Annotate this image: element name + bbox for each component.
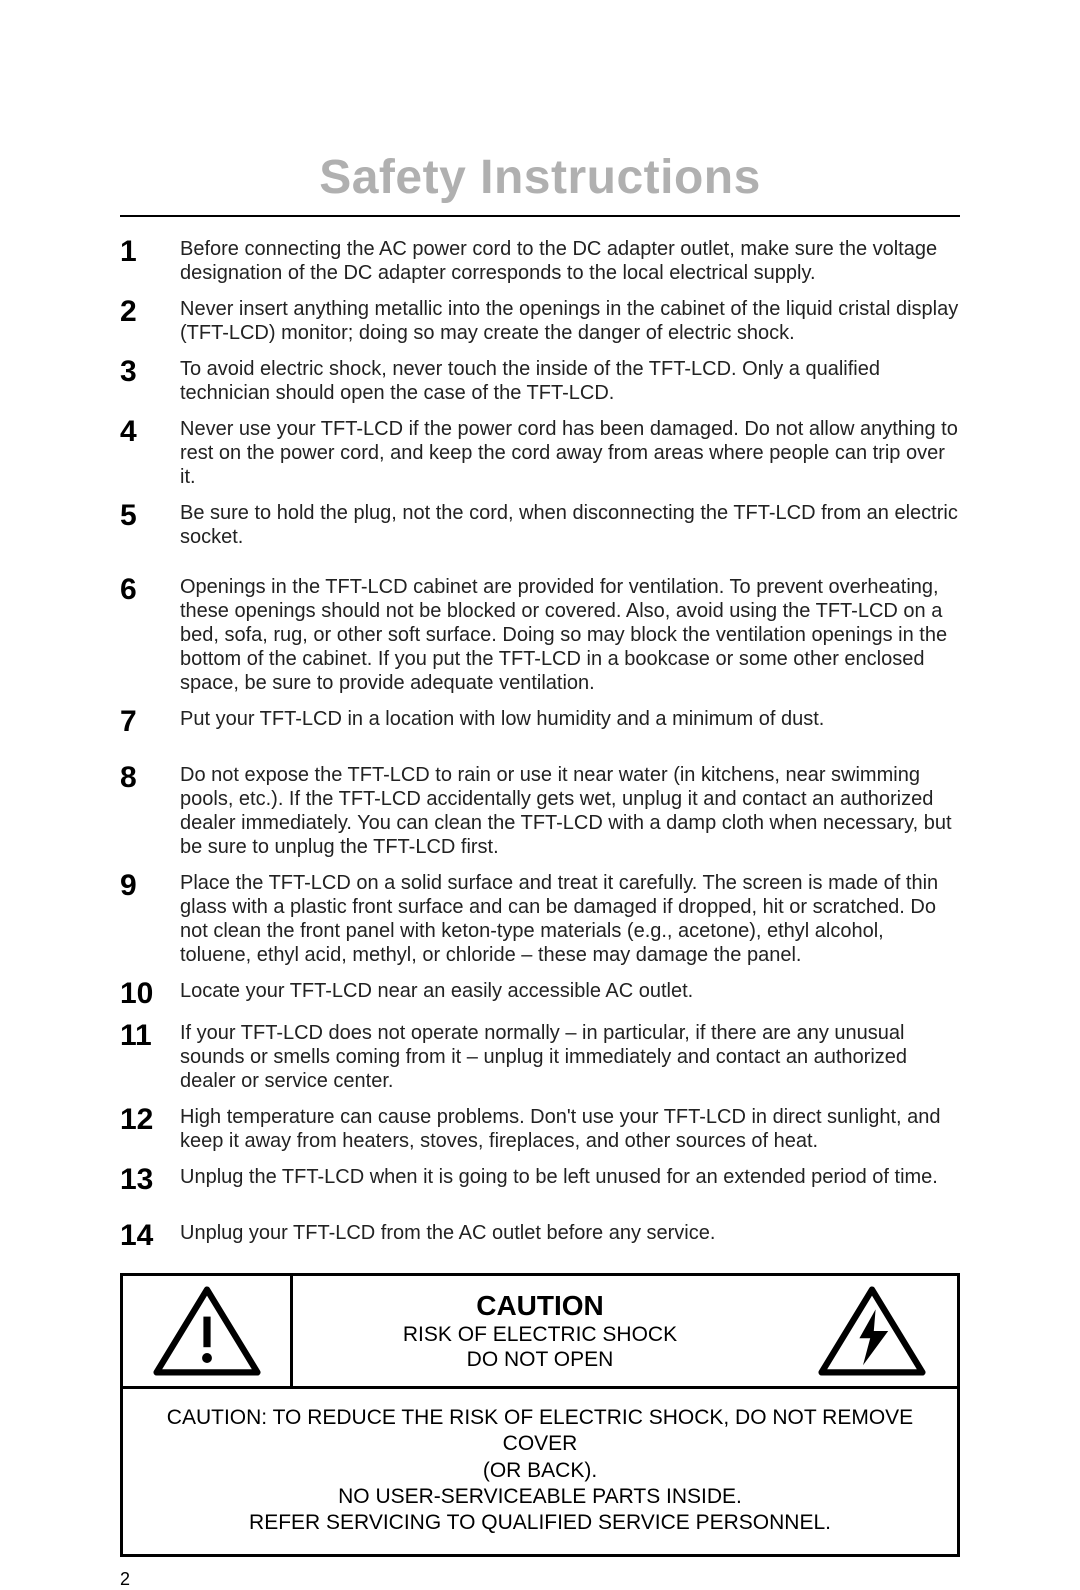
instruction-item: 1Before connecting the AC power cord to … xyxy=(120,237,960,285)
instruction-item: 10Locate your TFT-LCD near an easily acc… xyxy=(120,979,960,1009)
instruction-item: 12High temperature can cause problems. D… xyxy=(120,1105,960,1153)
instruction-item: 9Place the TFT-LCD on a solid surface an… xyxy=(120,871,960,967)
instruction-item: 11If your TFT-LCD does not operate norma… xyxy=(120,1021,960,1093)
instruction-number: 2 xyxy=(120,297,180,327)
instruction-item: 3To avoid electric shock, never touch th… xyxy=(120,357,960,405)
instruction-text: Locate your TFT-LCD near an easily acces… xyxy=(180,979,960,1003)
instruction-text: Before connecting the AC power cord to t… xyxy=(180,237,960,285)
spacer xyxy=(120,561,960,575)
caution-bottom-text: CAUTION: TO REDUCE THE RISK OF ELECTRIC … xyxy=(123,1389,957,1554)
instruction-text: Put your TFT-LCD in a location with low … xyxy=(180,707,960,731)
instruction-number: 14 xyxy=(120,1221,180,1251)
spacer xyxy=(120,749,960,763)
instruction-text: Place the TFT-LCD on a solid surface and… xyxy=(180,871,960,967)
page-number: 2 xyxy=(120,1569,960,1590)
instruction-number: 1 xyxy=(120,237,180,267)
instruction-item: 6Openings in the TFT-LCD cabinet are pro… xyxy=(120,575,960,695)
page-title: Safety Instructions xyxy=(120,150,960,217)
instruction-item: 7Put your TFT-LCD in a location with low… xyxy=(120,707,960,737)
instruction-number: 10 xyxy=(120,979,180,1009)
warning-exclamation-icon xyxy=(123,1276,293,1386)
instruction-text: Never use your TFT-LCD if the power cord… xyxy=(180,417,960,489)
instruction-number: 8 xyxy=(120,763,180,793)
instruction-text: Openings in the TFT-LCD cabinet are prov… xyxy=(180,575,960,695)
instruction-number: 6 xyxy=(120,575,180,605)
instruction-text: Never insert anything metallic into the … xyxy=(180,297,960,345)
instruction-item: 2Never insert anything metallic into the… xyxy=(120,297,960,345)
instruction-text: If your TFT-LCD does not operate normall… xyxy=(180,1021,960,1093)
caution-top-row: CAUTION RISK OF ELECTRIC SHOCK DO NOT OP… xyxy=(123,1276,957,1389)
instruction-text: Be sure to hold the plug, not the cord, … xyxy=(180,501,960,549)
caution-subline-1: RISK OF ELECTRIC SHOCK xyxy=(403,1322,677,1347)
instruction-number: 12 xyxy=(120,1105,180,1135)
instruction-item: 5Be sure to hold the plug, not the cord,… xyxy=(120,501,960,549)
instruction-list: 1Before connecting the AC power cord to … xyxy=(120,237,960,1251)
instruction-number: 13 xyxy=(120,1165,180,1195)
instruction-item: 4Never use your TFT-LCD if the power cor… xyxy=(120,417,960,489)
instruction-text: Unplug the TFT-LCD when it is going to b… xyxy=(180,1165,960,1189)
caution-box: CAUTION RISK OF ELECTRIC SHOCK DO NOT OP… xyxy=(120,1273,960,1557)
instruction-number: 3 xyxy=(120,357,180,387)
instruction-number: 11 xyxy=(120,1021,180,1051)
instruction-item: 13Unplug the TFT-LCD when it is going to… xyxy=(120,1165,960,1195)
instruction-item: 14Unplug your TFT-LCD from the AC outlet… xyxy=(120,1221,960,1251)
spacer xyxy=(120,1207,960,1221)
instruction-number: 5 xyxy=(120,501,180,531)
instruction-item: 8Do not expose the TFT-LCD to rain or us… xyxy=(120,763,960,859)
instruction-number: 9 xyxy=(120,871,180,901)
caution-heading: CAUTION xyxy=(476,1290,604,1322)
caution-center: CAUTION RISK OF ELECTRIC SHOCK DO NOT OP… xyxy=(293,1276,787,1386)
instruction-text: To avoid electric shock, never touch the… xyxy=(180,357,960,405)
warning-shock-icon xyxy=(787,1276,957,1386)
instruction-number: 7 xyxy=(120,707,180,737)
instruction-text: Do not expose the TFT-LCD to rain or use… xyxy=(180,763,960,859)
instruction-number: 4 xyxy=(120,417,180,447)
caution-subline-2: DO NOT OPEN xyxy=(467,1347,614,1372)
instruction-text: Unplug your TFT-LCD from the AC outlet b… xyxy=(180,1221,960,1245)
instruction-text: High temperature can cause problems. Don… xyxy=(180,1105,960,1153)
